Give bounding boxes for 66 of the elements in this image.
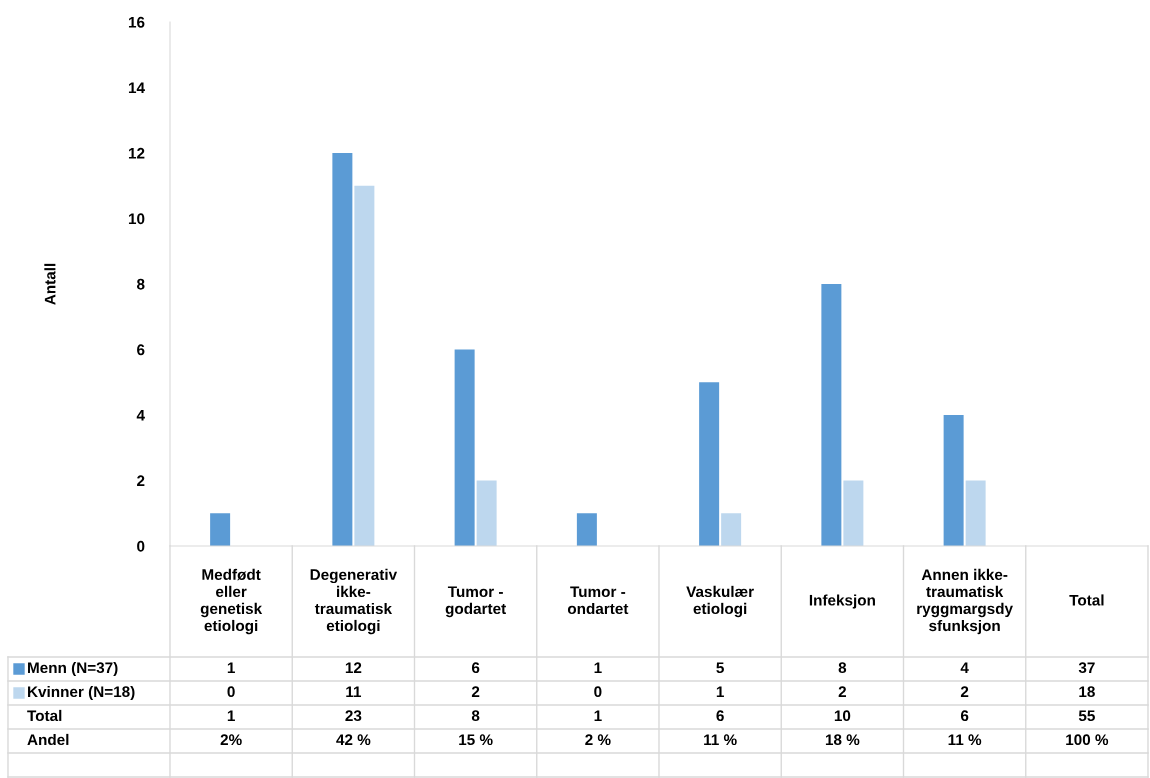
text: 8 <box>471 710 480 722</box>
text: 10 <box>834 710 851 722</box>
y-tick-label: 2 <box>137 475 145 487</box>
data-label: 1 <box>594 662 602 673</box>
bar <box>965 480 986 546</box>
text: Total <box>27 709 62 722</box>
text: 11 % <box>948 734 982 746</box>
y-tick-label: 14 <box>128 82 145 94</box>
text: 100 % <box>1066 734 1109 746</box>
x-tick-label: Tumor - godartet <box>445 586 506 618</box>
data-label: 8 <box>838 662 847 674</box>
text: 1 <box>594 710 602 721</box>
text: 37 <box>1078 662 1095 674</box>
y-tick-label: 16 <box>128 16 145 28</box>
y-axis-title: Antall <box>44 263 56 305</box>
bar <box>476 480 497 546</box>
text: 15 % <box>459 734 493 746</box>
text: 23 <box>345 710 362 722</box>
data-label: 1 <box>227 662 235 673</box>
text: 2 % <box>585 734 611 746</box>
text: 6 <box>960 710 969 722</box>
y-tick-label: 12 <box>128 147 145 159</box>
x-tick-label: Medfødt eller genetisk etiologi <box>200 568 263 635</box>
legend-label: Menn (N=37) <box>28 661 118 677</box>
bar <box>454 349 475 546</box>
text: 11 % <box>704 734 737 746</box>
y-tick-label: 6 <box>137 344 145 356</box>
data-label: 11 <box>346 686 362 697</box>
data-label: 2 <box>838 686 847 697</box>
data-label: 4 <box>960 662 969 673</box>
bar <box>943 415 964 546</box>
legend-label: Kvinner (N=18) <box>28 685 135 701</box>
bar <box>821 284 842 546</box>
x-tick-label: Vaskulær etiologi <box>686 585 754 618</box>
bar <box>210 513 231 546</box>
data-label: 1 <box>716 686 724 697</box>
data-label: 0 <box>594 686 602 698</box>
x-tick-label: Tumor - ondartet <box>567 586 629 615</box>
data-label: 6 <box>471 662 480 674</box>
x-tick-label: Annen ikke- traumatisk ryggmargsdy sfunksjon <box>917 568 1013 635</box>
bar <box>699 382 720 546</box>
bar <box>332 153 353 546</box>
text: 55 <box>1078 710 1095 722</box>
data-label: 5 <box>716 662 724 674</box>
bar <box>576 513 597 546</box>
x-tick-label: Degenerativ ikke- traumatisk etiologi <box>310 568 398 635</box>
data-label: 0 <box>227 686 235 698</box>
y-tick-label: 0 <box>137 540 145 552</box>
data-label: 2 <box>471 686 480 697</box>
y-tick-label: 8 <box>136 278 145 290</box>
bar <box>721 513 742 546</box>
y-tick-label: 10 <box>128 213 145 225</box>
text: 42 % <box>336 734 371 746</box>
data-label: 2 <box>960 686 969 697</box>
data-label: 12 <box>345 662 362 673</box>
text: Andel <box>27 733 69 746</box>
y-tick-label: 4 <box>136 410 145 421</box>
text: 1 <box>227 710 235 721</box>
bar <box>843 480 864 546</box>
bar <box>354 185 375 546</box>
text: 2% <box>220 734 242 746</box>
x-tick-label: Total <box>1069 594 1104 606</box>
x-tick-label: Infeksjon <box>809 594 875 609</box>
text: 18 % <box>825 734 860 746</box>
text: 18 <box>1079 686 1095 698</box>
text: 6 <box>716 710 724 722</box>
